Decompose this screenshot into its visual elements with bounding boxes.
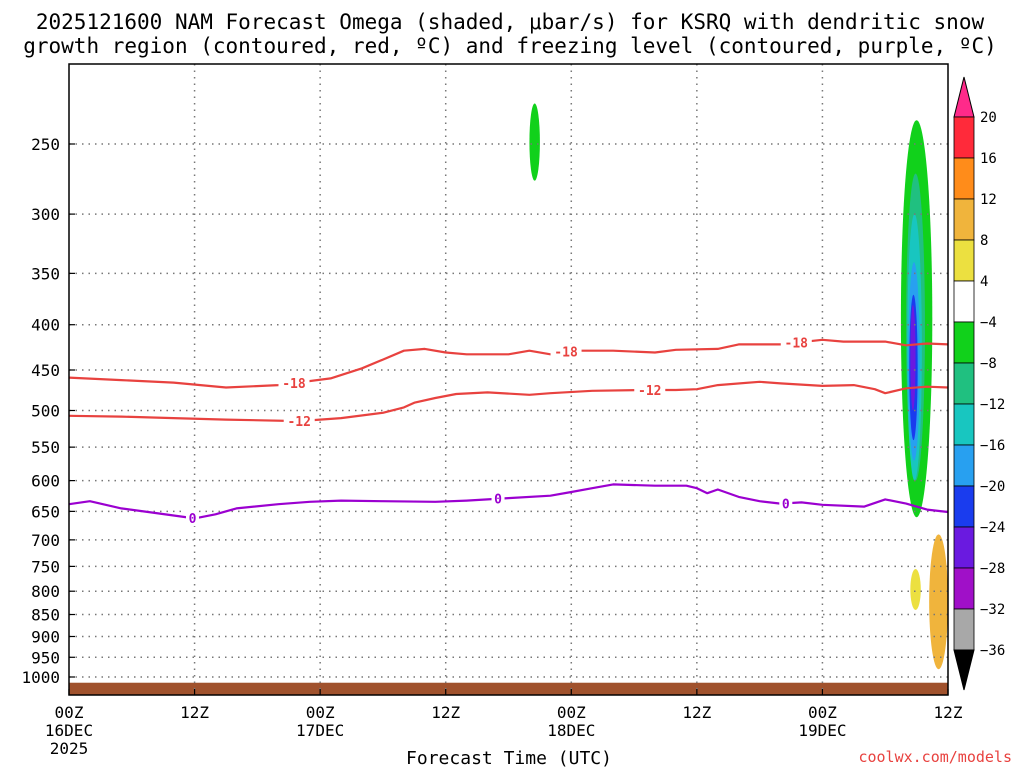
colorbar-label-8: −16 [980,438,1005,454]
colorbar-label-1: 16 [980,151,997,167]
colorbar-box-11 [953,567,975,610]
ytick-label-850: 850 [31,606,60,625]
omega-orange-right-edge [929,534,948,670]
ytick-label-750: 750 [31,557,60,576]
plot-frame [68,63,949,696]
omega-yellow-low [910,568,921,610]
colorbar-label-0: 20 [980,110,997,126]
colorbar-box-9 [953,485,975,528]
ytick-label-350: 350 [31,264,60,283]
dgz-minus12-label: -12 [638,384,661,399]
colorbar-label-13: −36 [980,643,1005,659]
dgz-minus18-label: -18 [785,337,809,352]
colorbar-box-12 [953,608,975,651]
xtick-label-0: 00Z [55,703,84,722]
xtick-label-36: 12Z [431,703,460,722]
dgz-minus12-label: -12 [287,415,310,430]
xtick-year-0: 2025 [50,739,89,758]
xtick-label-60: 12Z [682,703,711,722]
freezing-level-label-bg [491,490,505,507]
ytick-label-400: 400 [31,316,60,335]
ytick-label-600: 600 [31,472,60,491]
ytick-label-500: 500 [31,402,60,421]
xtick-label-84: 12Z [934,703,963,722]
ytick-label-550: 550 [31,438,60,457]
xtick-date-48: 18DEC [547,721,595,740]
colorbar-label-3: 8 [980,233,988,249]
dgz-minus18-label: -18 [282,377,306,392]
dgz-minus18-label-bg [278,375,310,392]
ytick-label-250: 250 [31,135,60,154]
xtick-label-72: 00Z [808,703,837,722]
xtick-label-12: 12Z [180,703,209,722]
dgz-minus12-label-bg [634,381,666,398]
freezing-level-label: 0 [782,497,790,512]
colorbar-box-1 [953,157,975,200]
colorbar-box-3 [953,239,975,282]
ground-surface [69,682,948,695]
xtick-label-48: 00Z [557,703,586,722]
colorbar-box-0 [953,116,975,159]
colorbar-label-11: −28 [980,561,1005,577]
colorbar-box-6 [953,362,975,405]
dgz-minus12-label-bg [283,413,315,430]
colorbar-box-10 [953,526,975,569]
x-axis-label: Forecast Time (UTC) [406,748,612,768]
dgz-minus18-label-bg [780,334,812,351]
omega-purple-right [910,304,916,411]
chart-title-line1: 2025121600 NAM Forecast Omega (shaded, μ… [36,10,985,34]
xtick-date-24: 17DEC [296,721,344,740]
ytick-label-900: 900 [31,627,60,646]
ytick-label-950: 950 [31,648,60,667]
colorbar-box-2 [953,198,975,241]
colorbar-label-6: −8 [980,356,997,372]
colorbar-bottom-arrow [953,649,975,691]
ytick-label-300: 300 [31,205,60,224]
ytick-label-700: 700 [31,531,60,550]
colorbar-label-7: −12 [980,397,1005,413]
colorbar-label-4: 4 [980,274,988,290]
freezing-level-label-bg [779,495,793,512]
freezing-level-label-bg [185,510,199,527]
dgz-minus18-label: -18 [554,346,578,361]
colorbar-label-5: −4 [980,315,997,331]
omega-green-upper-mid [529,103,540,181]
ytick-label-650: 650 [31,502,60,521]
dgz-minus12-line [68,380,949,423]
colorbar-label-9: −20 [980,479,1005,495]
colorbar-label-12: −32 [980,602,1005,618]
colorbar-top-arrow [953,76,975,118]
colorbar-box-4 [953,280,975,323]
xtick-date-72: 19DEC [798,721,846,740]
freezing-level-line [68,483,949,520]
colorbar-box-7 [953,403,975,446]
chart-title-line2: growth region (contoured, red, ºC) and f… [23,34,997,58]
xtick-label-24: 00Z [306,703,335,722]
freezing-level-label: 0 [189,512,197,527]
colorbar-label-2: 12 [980,192,997,208]
credit-text: coolwx.com/models [858,748,1012,766]
dgz-minus18-line [68,338,949,389]
dgz-minus18-label-bg [550,343,582,360]
xtick-date-0: 16DEC [45,721,93,740]
ytick-label-800: 800 [31,582,60,601]
ytick-label-450: 450 [31,361,60,380]
colorbar-box-8 [953,444,975,487]
ytick-label-1000: 1000 [21,668,60,687]
colorbar-label-10: −24 [980,520,1005,536]
freezing-level-label: 0 [494,493,502,508]
colorbar-box-5 [953,321,975,364]
